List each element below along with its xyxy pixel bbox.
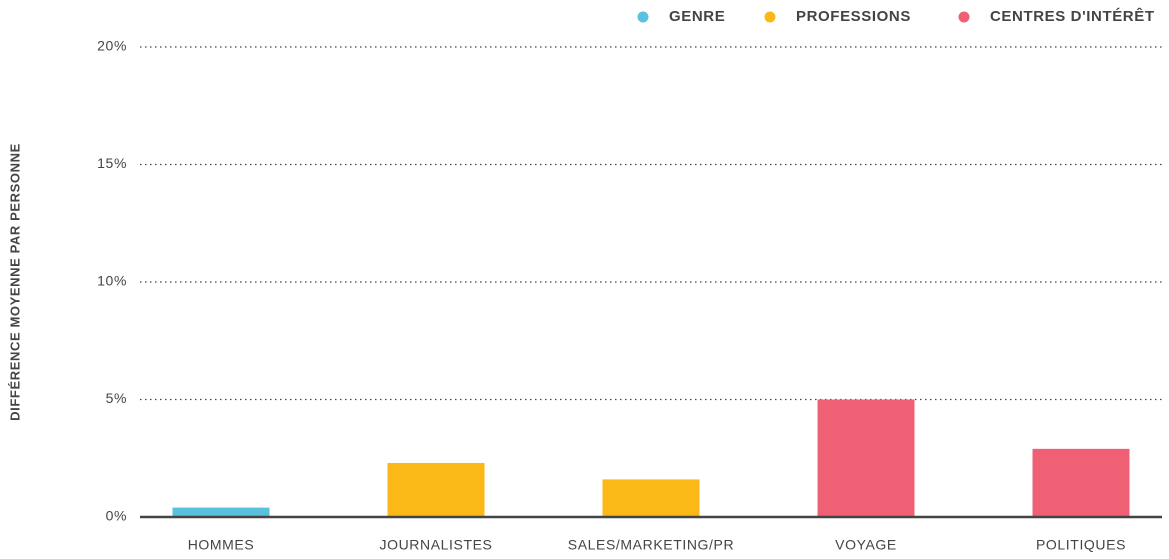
- y-tick-label: 20%: [97, 38, 127, 54]
- x-tick-label: POLITIQUES: [1036, 537, 1126, 553]
- x-tick-label: VOYAGE: [835, 537, 897, 553]
- x-tick-label: SALES/MARKETING/PR: [568, 537, 734, 553]
- legend-label: PROFESSIONS: [796, 8, 911, 25]
- legend-dot: [958, 11, 970, 23]
- y-axis-title: DIFFÉRENCE MOYENNE PAR PERSONNE: [7, 143, 22, 421]
- y-tick-label: 5%: [106, 390, 127, 406]
- bar: [817, 399, 915, 517]
- legend-dot: [764, 11, 776, 23]
- bar: [602, 479, 700, 517]
- y-tick-label: 10%: [97, 273, 127, 289]
- bar: [1032, 448, 1130, 517]
- y-tick-label: 0%: [106, 508, 127, 524]
- legend-dot: [637, 11, 649, 23]
- legend-label: GENRE: [669, 8, 725, 25]
- x-tick-label: JOURNALISTES: [380, 537, 493, 553]
- legend-label: CENTRES D'INTÉRÊT: [990, 7, 1155, 25]
- y-tick-label: 15%: [97, 155, 127, 171]
- bar: [172, 507, 270, 517]
- bar: [387, 462, 485, 517]
- x-tick-label: HOMMES: [188, 537, 255, 553]
